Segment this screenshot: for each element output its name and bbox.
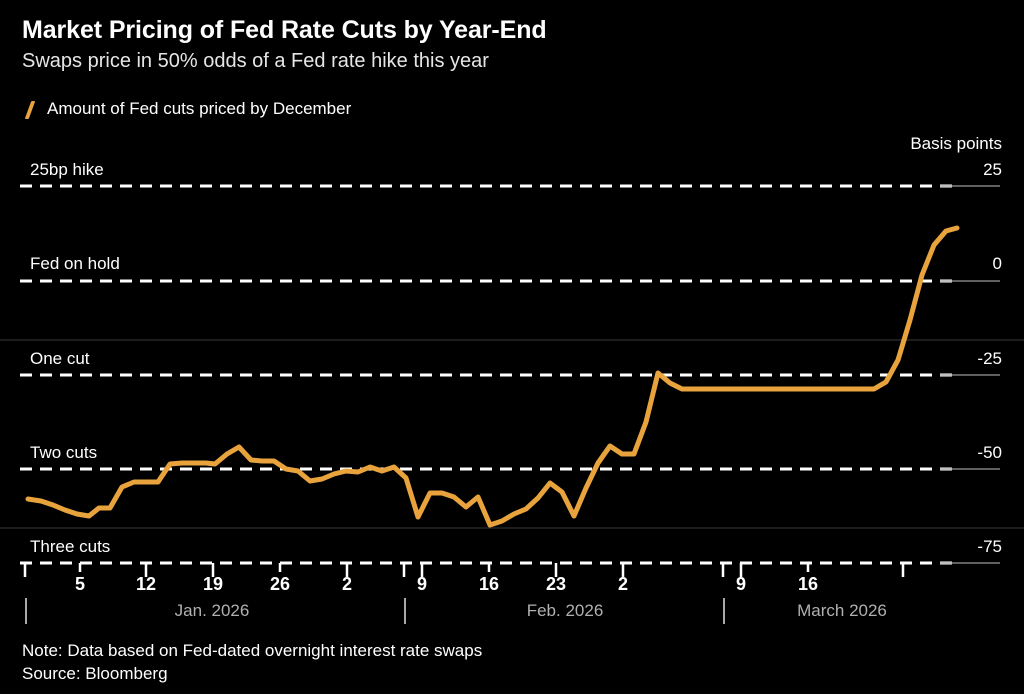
x-month-label-jan: Jan. 2026 bbox=[174, 601, 250, 620]
x-month-label-march: March 2026 bbox=[797, 601, 887, 620]
y-tick-0: 0 bbox=[992, 254, 1002, 273]
page-subtitle: Swaps price in 50% odds of a Fed rate hi… bbox=[22, 50, 489, 72]
footnote-source: Source: Bloomberg bbox=[22, 664, 168, 684]
chart-footer: Note: Data based on Fed-dated overnight … bbox=[22, 640, 482, 686]
y-axis-units-label: Basis points bbox=[910, 134, 1002, 153]
page-title: Market Pricing of Fed Rate Cuts by Year-… bbox=[22, 16, 547, 44]
chart-header: Market Pricing of Fed Rate Cuts by Year-… bbox=[22, 16, 1004, 73]
footnote-note: Note: Data based on Fed-dated overnight … bbox=[22, 641, 483, 661]
band-label-hike: 25bp hike bbox=[30, 160, 104, 179]
x-tick-label: 16 bbox=[478, 574, 500, 594]
x-axis-ticks bbox=[23, 563, 905, 577]
y-tick-neg75: -75 bbox=[977, 537, 1002, 556]
x-tick-label: 16 bbox=[797, 574, 819, 594]
band-label-one-cut: One cut bbox=[30, 349, 90, 368]
band-label-three-cuts: Three cuts bbox=[30, 537, 111, 556]
gridlines bbox=[20, 184, 960, 565]
x-tick-label: 23 bbox=[545, 574, 567, 594]
x-tick-label: 26 bbox=[269, 574, 291, 594]
x-tick-label: 2 bbox=[341, 574, 353, 594]
band-label-two-cuts: Two cuts bbox=[30, 443, 98, 462]
y-tick-neg50: -50 bbox=[977, 443, 1002, 462]
x-tick-label: 2 bbox=[617, 574, 629, 594]
chart-legend: Amount of Fed cuts priced by December bbox=[22, 99, 351, 119]
month-divider bbox=[25, 598, 27, 624]
legend-item-label: Amount of Fed cuts priced by December bbox=[47, 99, 352, 118]
x-tick-label: 19 bbox=[202, 574, 224, 594]
data-series-line bbox=[25, 225, 960, 528]
x-tick-label: 12 bbox=[135, 574, 157, 594]
x-month-label-feb: Feb. 2026 bbox=[526, 601, 604, 620]
x-tick-label: 5 bbox=[74, 574, 86, 594]
month-divider bbox=[404, 598, 406, 624]
x-tick-label: 9 bbox=[735, 574, 747, 594]
x-tick-label: 9 bbox=[416, 574, 428, 594]
slash-marker-icon bbox=[22, 101, 38, 118]
y-tick-25: 25 bbox=[983, 160, 1002, 179]
gridline-extensions bbox=[940, 185, 1000, 564]
y-tick-neg25: -25 bbox=[977, 349, 1002, 368]
band-separators bbox=[0, 339, 1024, 529]
band-label-hold: Fed on hold bbox=[30, 254, 120, 273]
month-divider bbox=[723, 598, 725, 624]
